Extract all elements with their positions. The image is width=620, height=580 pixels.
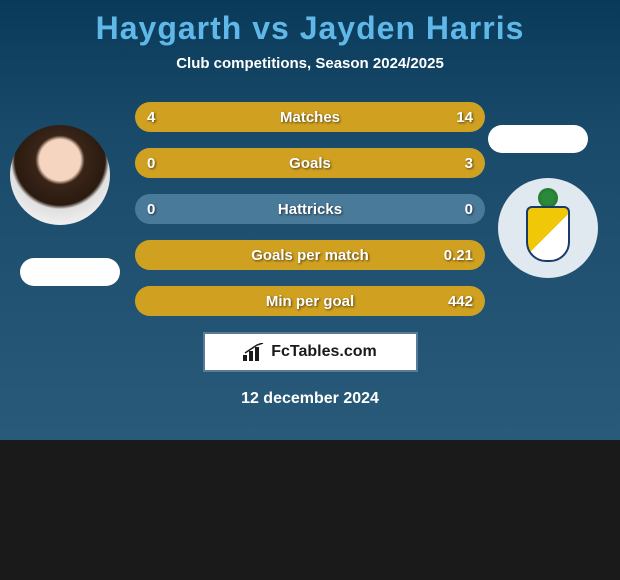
stat-value-right: 0.21 (444, 247, 473, 264)
chart-icon (243, 343, 265, 361)
player-left-avatar (10, 125, 110, 225)
subtitle: Club competitions, Season 2024/2025 (0, 55, 620, 72)
brand-badge: FcTables.com (203, 332, 418, 372)
stat-label: Hattricks (135, 201, 485, 218)
stat-label: Min per goal (135, 293, 485, 310)
player-right-flag (488, 125, 588, 153)
stat-row-min-per-goal: Min per goal 442 (135, 286, 485, 316)
stat-row-matches: 4 Matches 14 (135, 102, 485, 132)
club-crest-icon (518, 188, 578, 268)
date-text: 12 december 2024 (0, 390, 620, 408)
player-right-crest (498, 178, 598, 278)
stat-label: Matches (135, 109, 485, 126)
stat-value-right: 0 (465, 201, 473, 218)
comparison-card: Haygarth vs Jayden Harris Club competiti… (0, 0, 620, 440)
stat-value-right: 14 (456, 109, 473, 126)
page-title: Haygarth vs Jayden Harris (0, 10, 620, 47)
stat-row-goals: 0 Goals 3 (135, 148, 485, 178)
stat-label: Goals per match (135, 247, 485, 264)
stat-value-right: 442 (448, 293, 473, 310)
stat-row-goals-per-match: Goals per match 0.21 (135, 240, 485, 270)
brand-text: FcTables.com (271, 343, 377, 361)
stat-label: Goals (135, 155, 485, 172)
stat-row-hattricks: 0 Hattricks 0 (135, 194, 485, 224)
player-left-flag (20, 258, 120, 286)
stat-bars: 4 Matches 14 0 Goals 3 0 Hattricks 0 Goa… (135, 102, 485, 316)
stat-value-right: 3 (465, 155, 473, 172)
